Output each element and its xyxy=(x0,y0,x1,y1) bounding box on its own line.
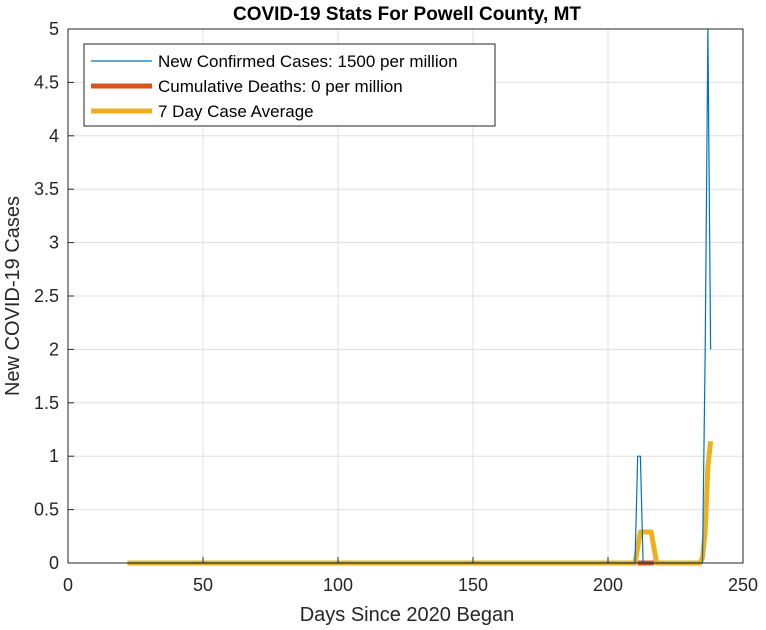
y-axis-label: New COVID-19 Cases xyxy=(2,196,24,396)
y-tick-label: 5 xyxy=(49,19,59,39)
legend-label-0: New Confirmed Cases: 1500 per million xyxy=(158,52,458,71)
y-tick-label: 0 xyxy=(49,553,59,573)
y-tick-label: 1.5 xyxy=(34,393,59,413)
y-tick-label: 3 xyxy=(49,233,59,253)
x-axis-label: Days Since 2020 Began xyxy=(300,604,515,626)
ticks: 0 50 100 150 200 250 0 0.5 1 1.5 2 2.5 3 3.5 4 4.5 5 xyxy=(34,19,758,595)
legend-entries: New Confirmed Cases: 1500 per million Cum… xyxy=(91,52,458,121)
legend-label-2: 7 Day Case Average xyxy=(158,102,314,121)
x-tick-label: 100 xyxy=(323,575,353,595)
y-tick-label: 3.5 xyxy=(34,179,59,199)
x-tick-label: 150 xyxy=(458,575,488,595)
x-tick-label: 0 xyxy=(63,575,73,595)
y-tick-label: 2 xyxy=(49,339,59,359)
legend: New Confirmed Cases: 1500 per million Cum… xyxy=(83,43,496,127)
x-tick-label: 50 xyxy=(193,575,213,595)
chart-title: COVID-19 Stats For Powell County, MT xyxy=(233,4,581,25)
y-tick-label: 0.5 xyxy=(34,500,59,520)
y-tick-label: 2.5 xyxy=(34,286,59,306)
y-tick-label: 4.5 xyxy=(34,72,59,92)
legend-label-1: Cumulative Deaths: 0 per million xyxy=(158,77,403,96)
y-tick-label: 4 xyxy=(49,126,59,146)
legend-box xyxy=(83,43,496,127)
x-tick-label: 250 xyxy=(728,575,758,595)
x-tick-label: 200 xyxy=(593,575,623,595)
y-tick-label: 1 xyxy=(49,446,59,466)
